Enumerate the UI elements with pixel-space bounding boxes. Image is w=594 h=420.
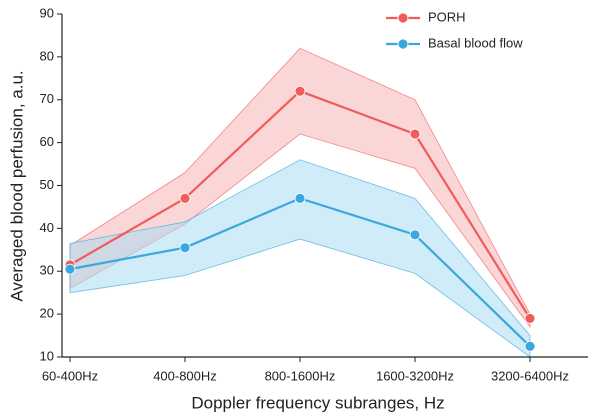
legend-label: Basal blood flow — [428, 35, 523, 50]
marker — [64, 263, 76, 275]
marker — [524, 313, 536, 324]
marker — [524, 340, 536, 352]
x-axis-title: Doppler frequency subranges, Hz — [191, 393, 444, 412]
y-tick-label: 90 — [40, 5, 54, 20]
x-tick-label: 400-800Hz — [153, 368, 217, 383]
legend-marker — [397, 38, 409, 50]
y-axis-title: Averaged blood perfusion, a.u. — [7, 70, 26, 301]
marker — [294, 192, 306, 204]
legend-marker — [397, 12, 409, 24]
x-tick-label: 1600-3200Hz — [376, 368, 454, 383]
y-tick-label: 50 — [40, 177, 54, 192]
x-tick-label: 3200-6400Hz — [491, 368, 569, 383]
marker — [179, 192, 191, 204]
x-tick-label: 800-1600Hz — [265, 368, 336, 383]
y-tick-label: 70 — [40, 91, 54, 106]
y-tick-label: 10 — [40, 348, 54, 363]
marker — [179, 242, 191, 254]
y-tick-label: 80 — [40, 48, 54, 63]
y-tick-label: 40 — [40, 220, 54, 235]
y-tick-label: 60 — [40, 134, 54, 149]
marker — [409, 128, 421, 140]
y-tick-label: 20 — [40, 306, 54, 321]
y-tick-label: 30 — [40, 263, 54, 278]
legend-label: PORH — [428, 9, 466, 24]
marker — [294, 85, 306, 97]
x-tick-label: 60-400Hz — [42, 368, 98, 383]
marker — [409, 229, 421, 241]
